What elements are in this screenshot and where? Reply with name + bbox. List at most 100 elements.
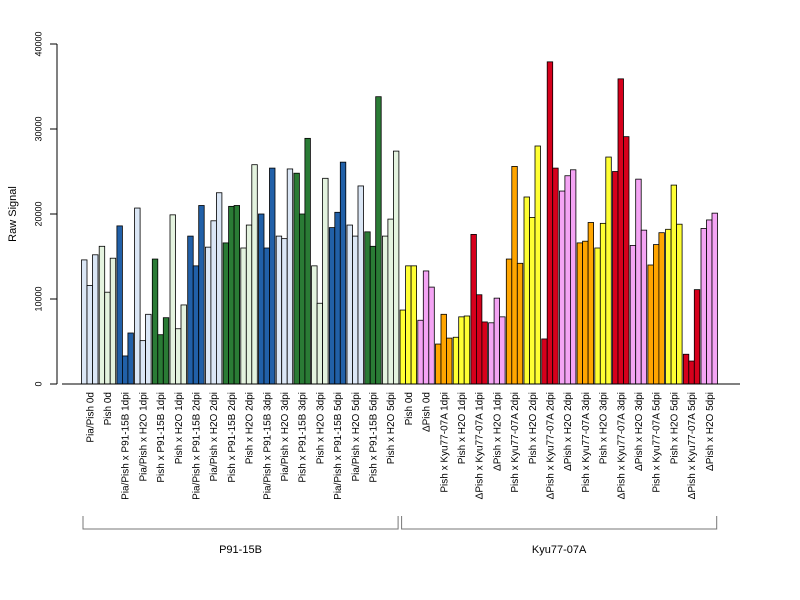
x-tick-label: ΔPish x Kyu77-07A 2dpi: [545, 392, 556, 499]
bar: [640, 229, 648, 385]
bar: [523, 196, 530, 385]
x-tick-label: ΔPish x H2O 2dpi: [563, 392, 574, 471]
x-tick-label: Pish x H2O 5dpi: [386, 392, 397, 464]
bar: [109, 257, 117, 385]
bar: [541, 338, 548, 385]
bar: [516, 262, 524, 385]
bar: [258, 213, 265, 385]
bar: [339, 161, 347, 385]
bar: [552, 167, 559, 385]
bar: [405, 265, 412, 385]
bar: [559, 190, 566, 385]
bar: [493, 297, 501, 385]
bar: [392, 150, 400, 385]
bar: [187, 235, 194, 385]
bar: [275, 235, 283, 385]
bar: [145, 313, 152, 385]
bar: [369, 245, 377, 385]
bar: [157, 334, 164, 385]
x-tick-label: ΔPish x H2O 3dpi: [634, 392, 645, 471]
x-tick-label: Pia/Pish x H2O 1dpi: [138, 392, 149, 482]
x-tick-label: Pia/Pish x P91-15B 1dpi: [121, 392, 132, 500]
bar: [116, 225, 123, 385]
bar: [286, 168, 294, 385]
bar: [375, 96, 382, 385]
x-tick-label: Pish x H2O 5dpi: [669, 392, 680, 464]
x-tick-label: Pish x P91-15B 5dpi: [368, 392, 379, 483]
bar: [623, 136, 630, 385]
bar: [357, 185, 364, 385]
bar: [410, 265, 418, 385]
bar: [693, 289, 701, 385]
x-tick-label: Pish x H2O 1dpi: [174, 392, 185, 464]
bar: [582, 240, 589, 385]
y-tick-label: 30000: [34, 116, 44, 141]
bar: [251, 164, 258, 385]
bar: [304, 137, 311, 385]
bar: [688, 360, 695, 385]
y-axis: 0 10000 20000 30000 40000: [34, 31, 58, 387]
bar: [364, 231, 371, 385]
x-tick-label: Pia/Pish x H2O 2dpi: [209, 392, 220, 482]
bar: [676, 223, 683, 385]
bar: [682, 353, 690, 385]
x-tick-label: Pish 0d: [103, 392, 114, 425]
bar: [387, 218, 394, 385]
x-tick-label: Pish x P91-15B 2dpi: [227, 392, 238, 483]
bar: [665, 228, 672, 385]
x-tick-label: Pish x Kyu77-07A 5dpi: [652, 392, 663, 493]
x-tick-label: ΔPish x Kyu77-07A 1dpi: [475, 392, 486, 499]
bar: [564, 175, 571, 385]
bar: [245, 224, 253, 385]
group-brackets: P91-15B Kyu77-07A: [82, 516, 718, 556]
y-tick-label: 40000: [34, 31, 44, 56]
bar: [529, 216, 536, 385]
x-tick-label: ΔPish x Kyu77-07A 5dpi: [687, 392, 698, 499]
bar: [446, 337, 453, 385]
x-tick-label: Pish x P91-15B 1dpi: [156, 392, 167, 483]
bar: [298, 213, 306, 385]
x-tick-label: Pish x H2O 1dpi: [457, 392, 468, 464]
x-tick-label: Pia/Pish x H2O 5dpi: [351, 392, 362, 482]
x-tick-label: Pish x H2O 3dpi: [315, 392, 326, 464]
bar: [381, 235, 389, 385]
bar: [475, 294, 483, 385]
x-tick-label: Pia/Pish 0d: [85, 392, 96, 443]
bar: [711, 212, 718, 385]
group-bracket: [401, 516, 718, 530]
bar: [169, 214, 176, 385]
bars-layer: [81, 61, 718, 385]
bar: [162, 317, 170, 385]
x-tick-label: Pish x P91-15B 3dpi: [298, 392, 309, 483]
bar: [435, 343, 442, 385]
bar: [399, 309, 407, 385]
bar: [198, 205, 205, 385]
bar: [180, 304, 187, 385]
x-tick-labels: Pia/Pish 0d Pish 0d Pia/Pish x P91-15B 1dp…: [85, 392, 716, 500]
bar: [612, 171, 619, 385]
x-tick-label: Pish x H2O 2dpi: [528, 392, 539, 464]
bar: [281, 238, 288, 385]
bar: [98, 245, 106, 385]
bar: [546, 61, 554, 385]
bar: [151, 258, 159, 385]
y-axis-title: Raw Signal: [7, 186, 19, 242]
bar: [122, 355, 129, 385]
bar: [428, 286, 435, 385]
x-tick-label: ΔPish x H2O 5dpi: [705, 392, 716, 471]
bar: [576, 242, 583, 385]
group-label: Kyu77-07A: [532, 544, 587, 556]
bar: [700, 228, 707, 385]
bar: [240, 247, 247, 385]
bar: [499, 316, 506, 385]
bar: [599, 222, 607, 385]
bar: [670, 184, 677, 385]
bar: [635, 178, 642, 385]
bar: [210, 220, 217, 385]
x-tick-label: Pish x Kyu77-07A 1dpi: [439, 392, 450, 493]
bar: [175, 328, 182, 385]
bar: [134, 207, 141, 385]
bar: [86, 284, 93, 385]
bar: [452, 336, 460, 385]
